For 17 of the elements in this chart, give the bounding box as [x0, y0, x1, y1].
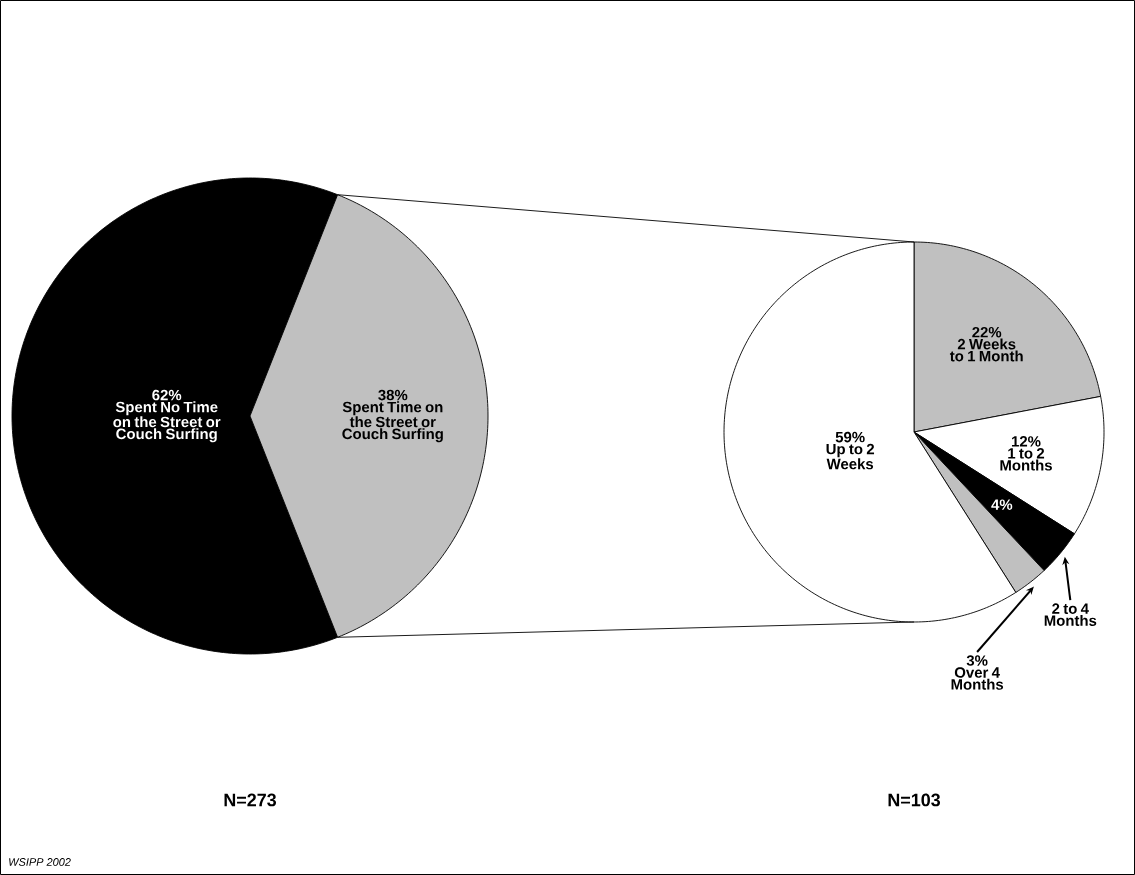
- data-label: 12%: [1011, 436, 1041, 447]
- slice-label: Spent No Time on the Street or Couch Surfing: [113, 401, 221, 443]
- slice-label: Up to 2 Weeks: [826, 443, 875, 470]
- text: WSIPP 2002: [9, 858, 71, 866]
- data-label: 3%: [966, 655, 988, 666]
- data-label: 38%: [378, 389, 408, 401]
- data-label: 62%: [152, 389, 182, 401]
- data-label: 59%: [835, 431, 865, 443]
- slice-label: 1 to 2 Months: [1000, 448, 1052, 471]
- slice-label: Over 4 Months: [951, 667, 1004, 690]
- data-label: 22%: [972, 326, 1002, 338]
- text: N=273: [224, 793, 277, 807]
- data-label: 4%: [991, 499, 1013, 510]
- slice-label: 2 Weeks to 1 Month: [949, 338, 1023, 362]
- slice-label: Spent Time on the Street or Couch Surfing: [342, 401, 443, 443]
- legend-label: 2 to 4 Months: [1044, 603, 1097, 626]
- text: N=103: [888, 793, 941, 807]
